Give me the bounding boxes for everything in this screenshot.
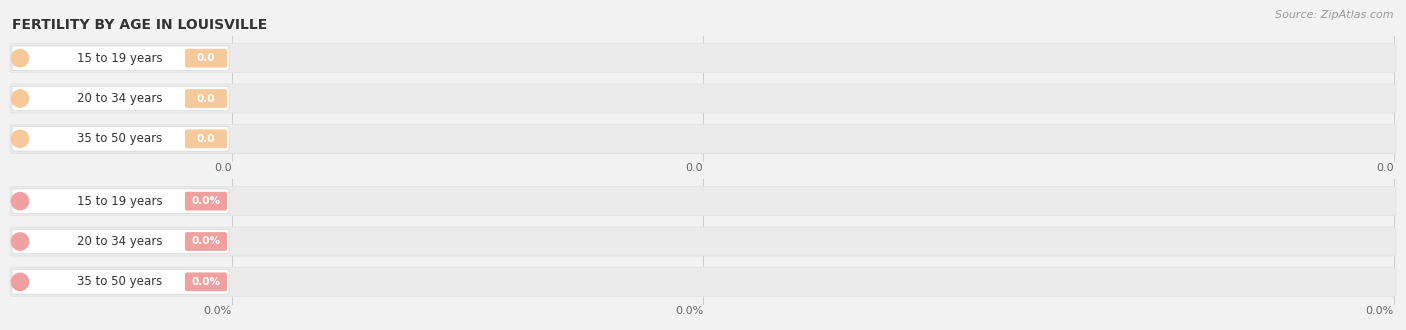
FancyBboxPatch shape xyxy=(10,44,1396,73)
Text: 15 to 19 years: 15 to 19 years xyxy=(76,195,162,208)
FancyBboxPatch shape xyxy=(186,49,226,68)
Text: FERTILITY BY AGE IN LOUISVILLE: FERTILITY BY AGE IN LOUISVILLE xyxy=(13,18,267,32)
FancyBboxPatch shape xyxy=(10,187,1396,216)
FancyBboxPatch shape xyxy=(13,86,229,111)
Text: 35 to 50 years: 35 to 50 years xyxy=(77,132,162,145)
Circle shape xyxy=(11,233,28,250)
Text: 0.0: 0.0 xyxy=(1376,163,1393,173)
Text: 0.0%: 0.0% xyxy=(191,277,221,287)
FancyBboxPatch shape xyxy=(186,89,226,108)
FancyBboxPatch shape xyxy=(13,46,229,70)
Text: 0.0%: 0.0% xyxy=(204,306,232,316)
Text: 0.0: 0.0 xyxy=(197,93,215,104)
Text: 0.0: 0.0 xyxy=(214,163,232,173)
Text: 20 to 34 years: 20 to 34 years xyxy=(77,235,162,248)
Circle shape xyxy=(11,130,28,148)
Text: 0.0%: 0.0% xyxy=(191,237,221,247)
FancyBboxPatch shape xyxy=(10,84,1396,113)
Text: 0.0: 0.0 xyxy=(197,134,215,144)
FancyBboxPatch shape xyxy=(13,189,229,214)
Text: 35 to 50 years: 35 to 50 years xyxy=(77,275,162,288)
Text: 0.0: 0.0 xyxy=(197,53,215,63)
Circle shape xyxy=(11,273,28,290)
FancyBboxPatch shape xyxy=(10,267,1396,296)
Text: 15 to 19 years: 15 to 19 years xyxy=(76,52,162,65)
Text: 20 to 34 years: 20 to 34 years xyxy=(77,92,162,105)
FancyBboxPatch shape xyxy=(186,273,226,291)
Text: 0.0%: 0.0% xyxy=(675,306,703,316)
FancyBboxPatch shape xyxy=(13,127,229,151)
FancyBboxPatch shape xyxy=(10,124,1396,153)
Circle shape xyxy=(11,90,28,107)
FancyBboxPatch shape xyxy=(10,227,1396,256)
Text: 0.0%: 0.0% xyxy=(1365,306,1393,316)
FancyBboxPatch shape xyxy=(186,192,226,211)
Circle shape xyxy=(11,192,28,210)
Text: 0.0: 0.0 xyxy=(685,163,703,173)
Text: 0.0%: 0.0% xyxy=(191,196,221,206)
Text: Source: ZipAtlas.com: Source: ZipAtlas.com xyxy=(1275,10,1393,20)
FancyBboxPatch shape xyxy=(186,232,226,251)
Circle shape xyxy=(11,50,28,67)
FancyBboxPatch shape xyxy=(13,270,229,294)
FancyBboxPatch shape xyxy=(13,229,229,254)
FancyBboxPatch shape xyxy=(186,129,226,148)
